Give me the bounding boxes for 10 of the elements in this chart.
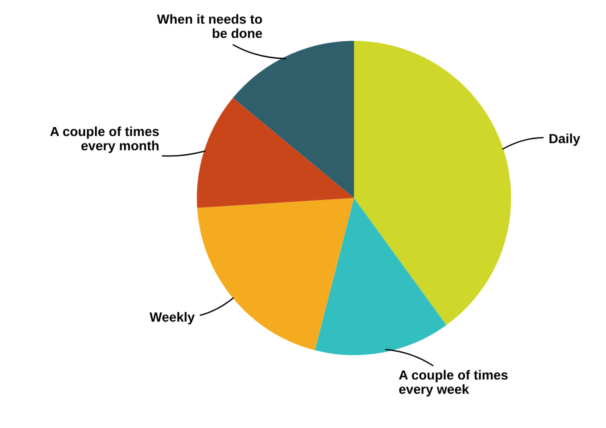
pie-slice <box>197 198 354 350</box>
pie-slice <box>314 198 446 356</box>
pie-slice <box>354 40 512 326</box>
slice-label: Weekly <box>150 312 195 324</box>
slice-label: Daily <box>550 134 580 146</box>
slice-label: A couple of times every week <box>398 370 508 396</box>
pie-slice <box>232 40 354 198</box>
pie-slice <box>196 98 354 208</box>
slice-label: A couple of times every month <box>50 126 159 153</box>
slice-label: When it needs to be done <box>156 14 262 38</box>
